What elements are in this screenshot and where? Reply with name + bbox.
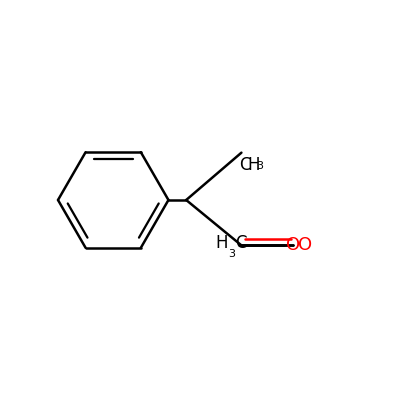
Text: C: C xyxy=(235,234,246,252)
Text: 3: 3 xyxy=(228,248,235,258)
Text: C: C xyxy=(240,156,251,174)
Text: H: H xyxy=(247,156,260,174)
Text: 3: 3 xyxy=(256,160,264,170)
Text: H: H xyxy=(215,234,228,252)
Text: O: O xyxy=(286,236,300,254)
Text: O: O xyxy=(298,236,312,254)
